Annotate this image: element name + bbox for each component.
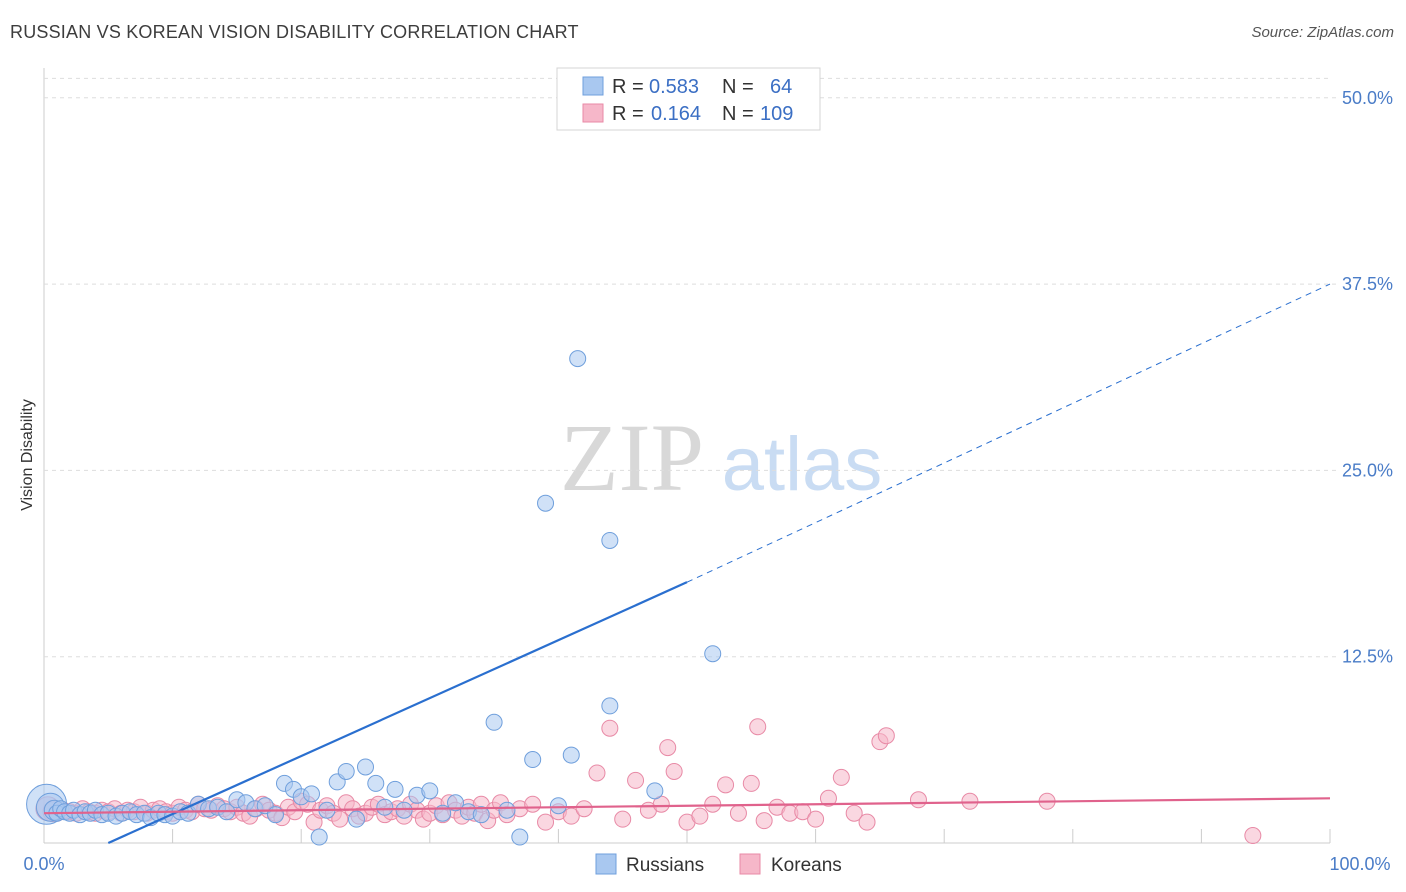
koreans-point-88 xyxy=(691,807,709,825)
koreans-point-82 xyxy=(627,771,645,789)
koreans-series xyxy=(35,718,1262,845)
y-tick-label-0: 12.5% xyxy=(1342,647,1393,667)
koreans-point-100 xyxy=(832,768,850,786)
russians-point-64 xyxy=(646,782,664,800)
koreans-point-74 xyxy=(524,795,542,813)
russians-trend-line xyxy=(107,581,688,845)
koreans-point-92 xyxy=(742,774,760,792)
russians-point-59 xyxy=(549,797,567,815)
bottom-legend-label-koreans: Koreans xyxy=(771,855,842,876)
koreans-point-75 xyxy=(537,813,555,831)
russians-point-54 xyxy=(485,713,503,731)
russians-point-37 xyxy=(302,785,320,803)
bottom-legend-swatch-russians xyxy=(595,853,617,875)
trend-lines xyxy=(43,283,1331,845)
russians-point-58 xyxy=(537,494,555,512)
x-axis-ticks xyxy=(43,829,1331,843)
koreans-point-101 xyxy=(845,804,863,822)
russians-point-38 xyxy=(310,828,328,846)
koreans-point-94 xyxy=(755,812,773,830)
legend-r-value-koreans: 0.164 xyxy=(651,103,701,125)
russians-point-49 xyxy=(421,782,439,800)
legend-n-value-koreans: 109 xyxy=(760,103,793,125)
russians-point-65 xyxy=(704,645,722,663)
russians-point-61 xyxy=(569,350,587,368)
legend-r-label-russians: R = xyxy=(612,76,644,98)
russians-point-55 xyxy=(498,801,516,819)
koreans-point-90 xyxy=(717,776,735,794)
bottom-legend-swatch-koreans xyxy=(739,853,761,875)
y-tick-label-2: 37.5% xyxy=(1342,274,1393,294)
russians-point-46 xyxy=(386,780,404,798)
russians-point-60 xyxy=(562,746,580,764)
russians-point-56 xyxy=(511,828,529,846)
koreans-point-81 xyxy=(614,810,632,828)
koreans-point-85 xyxy=(659,739,677,757)
koreans-point-99 xyxy=(819,789,837,807)
russians-point-62 xyxy=(601,531,619,549)
koreans-point-98 xyxy=(807,810,825,828)
chart-source: Source: ZipAtlas.com xyxy=(1251,24,1394,41)
russians-series xyxy=(26,350,722,846)
koreans-point-78 xyxy=(575,800,593,818)
y-axis-tick-labels: 12.5% 25.0% 37.5% 50.0% xyxy=(1342,88,1393,667)
koreans-point-93 xyxy=(749,718,767,736)
koreans-point-108 xyxy=(1244,827,1262,845)
legend-n-label-russians: N = xyxy=(722,76,754,98)
koreans-point-79 xyxy=(588,764,606,782)
koreans-point-86 xyxy=(665,762,683,780)
koreans-trend-line xyxy=(43,797,1331,815)
koreans-point-106 xyxy=(961,792,979,810)
watermark-atlas: atlas xyxy=(722,422,883,507)
russians-point-44 xyxy=(367,774,385,792)
y-tick-label-1: 25.0% xyxy=(1342,460,1393,480)
correlation-legend: R = 0.583 N = 64 R = 0.164 N = 109 xyxy=(556,67,821,131)
russians-point-53 xyxy=(472,806,490,824)
x-tick-label-max: 100.0% xyxy=(1329,854,1390,874)
russians-trend-extension xyxy=(686,283,1331,583)
russians-point-41 xyxy=(337,762,355,780)
watermark-zip: ZIP xyxy=(560,404,704,511)
russians-point-45 xyxy=(376,798,394,816)
russians-point-47 xyxy=(395,801,413,819)
russians-point-42 xyxy=(347,810,365,828)
legend-swatch-russians xyxy=(582,76,604,96)
legend-n-label-koreans: N = xyxy=(722,103,754,125)
koreans-point-91 xyxy=(729,804,747,822)
legend-r-label-koreans: R = xyxy=(612,103,644,125)
chart-title: RUSSIAN VS KOREAN VISION DISABILITY CORR… xyxy=(10,22,579,42)
koreans-point-104 xyxy=(877,727,895,745)
koreans-point-89 xyxy=(704,795,722,813)
series-legend: Russians Koreans xyxy=(595,853,842,876)
legend-swatch-koreans xyxy=(582,103,604,123)
grid-lines xyxy=(44,77,1336,658)
legend-r-value-russians: 0.583 xyxy=(649,76,699,98)
bottom-legend-label-russians: Russians xyxy=(626,855,704,876)
russians-point-51 xyxy=(447,794,465,812)
y-tick-label-3: 50.0% xyxy=(1342,88,1393,108)
koreans-point-80 xyxy=(601,719,619,737)
legend-n-value-russians: 64 xyxy=(770,76,792,98)
russians-point-43 xyxy=(357,758,374,776)
koreans-point-102 xyxy=(858,813,876,831)
russians-point-33 xyxy=(266,806,284,824)
russians-point-63 xyxy=(601,697,619,715)
koreans-point-105 xyxy=(909,791,927,809)
koreans-point-46 xyxy=(331,810,349,828)
russians-point-57 xyxy=(524,751,542,769)
x-tick-label-min: 0.0% xyxy=(23,854,64,874)
